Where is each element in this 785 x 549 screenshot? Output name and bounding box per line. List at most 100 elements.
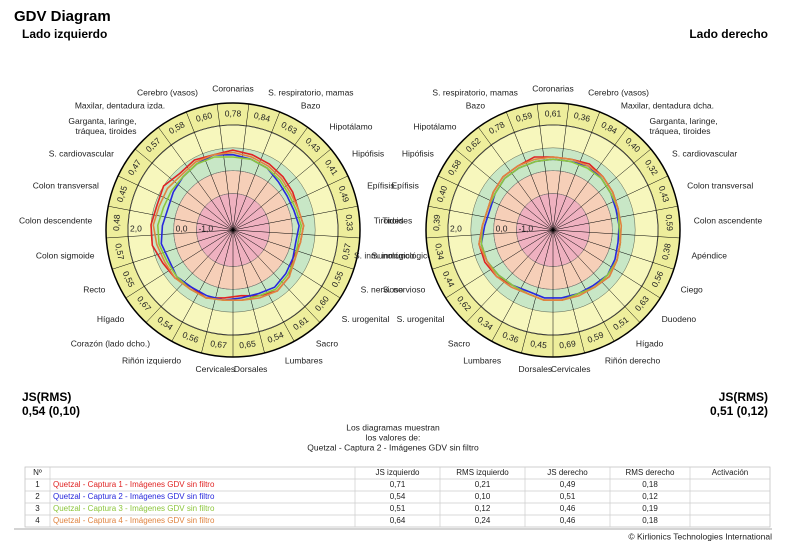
sector-value: 0,59 <box>664 214 675 231</box>
r-tick-label: 2,0 <box>130 223 142 233</box>
series-line <box>478 156 623 301</box>
category-label: Coronarias <box>212 83 254 93</box>
sector-value: 0,59 <box>515 110 534 124</box>
spoke <box>552 127 628 231</box>
category-label: S. cardiovascular <box>672 149 737 159</box>
spoke <box>445 229 554 299</box>
category-label: Colon transversal <box>33 181 99 191</box>
spoke <box>478 127 554 231</box>
sector-value: 0,40 <box>435 184 450 203</box>
series-line <box>152 151 305 301</box>
spoke <box>506 111 554 231</box>
table-cell: 3 <box>35 504 40 513</box>
sector-value: 0,38 <box>660 242 673 260</box>
sector-value: 0,49 <box>337 185 352 204</box>
table-cell: 0,18 <box>642 516 658 525</box>
category-label: Recto <box>83 284 105 294</box>
category-label: Bazo <box>466 101 486 111</box>
spoke <box>465 229 554 323</box>
table-header: RMS derecho <box>626 468 675 477</box>
table-cell: 0,54 <box>390 492 406 501</box>
category-label: Garganta, laringe, tráquea, tiroides <box>68 116 136 136</box>
r-tick-label: 2,0 <box>450 223 462 233</box>
category-label: Corazón (lado dcho.) <box>71 338 151 348</box>
spoke <box>232 103 250 231</box>
category-label: Hígado <box>97 314 125 324</box>
table-cell: 0,51 <box>390 504 406 513</box>
sector-value: 0,61 <box>545 108 562 118</box>
spoke <box>491 229 554 342</box>
category-label: Sacro <box>448 338 470 348</box>
spoke <box>428 205 554 231</box>
spoke <box>552 229 661 299</box>
table-cell: 0,12 <box>642 492 658 501</box>
spoke <box>426 229 554 239</box>
spoke <box>216 103 234 231</box>
sector-value: 0,34 <box>433 243 446 261</box>
table-cell: 0,19 <box>642 504 658 513</box>
spoke <box>106 229 234 239</box>
sector-value: 0,45 <box>115 184 130 203</box>
spoke <box>437 175 554 231</box>
note-line: Quetzal - Captura 2 - Imágenes GDV sin f… <box>307 442 479 452</box>
table-cell: 0,12 <box>475 504 491 513</box>
r-tick-label: -1,0 <box>198 223 213 233</box>
category-label: S. inmunológico <box>372 251 433 261</box>
spoke <box>232 205 358 231</box>
sector-value: 0,39 <box>431 214 442 231</box>
spoke <box>232 229 265 354</box>
category-label: S. nervioso <box>383 284 426 294</box>
series-name: Quetzal - Captura 1 - Imágenes GDV sin f… <box>53 480 215 489</box>
table-cell: 4 <box>35 516 40 525</box>
table-cell: 0,51 <box>560 492 576 501</box>
category-label: S. respiratorio, mamas <box>268 88 354 98</box>
sector-value: 0,57 <box>113 243 126 261</box>
category-label: Epífisis <box>391 181 418 191</box>
category-label: Hígado <box>636 338 664 348</box>
category-label: Lumbares <box>463 355 501 365</box>
sector-value: 0,33 <box>344 214 355 231</box>
category-label: Cerebro (vasos) <box>588 88 649 98</box>
table-cell: 0,64 <box>390 516 406 525</box>
chart-title: Lado derecho <box>689 27 768 41</box>
sector-value: 0,60 <box>195 110 214 124</box>
spoke <box>552 111 600 231</box>
table-cell: 1 <box>35 480 40 489</box>
spoke <box>117 175 234 231</box>
spoke <box>552 175 669 231</box>
spoke <box>552 229 585 354</box>
table-header: Activación <box>712 468 748 477</box>
spoke <box>454 148 554 231</box>
category-label: Tiroides <box>374 215 404 225</box>
category-label: Riñón derecho <box>605 355 661 365</box>
series-name: Quetzal - Captura 4 - Imágenes GDV sin f… <box>53 516 215 525</box>
category-label: Colon sigmoide <box>36 251 95 261</box>
sector-value: 0,78 <box>225 108 242 118</box>
category-label: Hipófisis <box>402 149 434 159</box>
category-label: S. urogenital <box>397 314 445 324</box>
spoke <box>521 229 554 354</box>
category-label: S. urogenital <box>342 314 390 324</box>
category-label: Cerebro (vasos) <box>137 88 198 98</box>
r-tick-label: -1,0 <box>518 223 533 233</box>
category-label: Colon ascendente <box>694 215 763 225</box>
table-header: Nº <box>33 468 42 477</box>
sector-value: 0,69 <box>559 338 577 350</box>
sector-value: 0,43 <box>657 185 672 204</box>
category-label: Ciego <box>681 284 703 294</box>
sector-value: 0,65 <box>239 338 257 350</box>
category-label: Hipófisis <box>352 149 384 159</box>
sector-value: 0,48 <box>111 214 122 231</box>
table-header: JS izquierdo <box>375 468 420 477</box>
table-header: JS derecho <box>547 468 588 477</box>
table-cell: 2 <box>35 492 40 501</box>
spoke <box>145 229 234 323</box>
category-label: Maxilar, dentadura dcha. <box>621 101 714 111</box>
category-label: Lumbares <box>285 355 323 365</box>
category-label: Bazo <box>301 101 321 111</box>
spoke <box>112 229 234 270</box>
spoke <box>232 127 308 231</box>
category-label: Apéndice <box>692 251 728 261</box>
